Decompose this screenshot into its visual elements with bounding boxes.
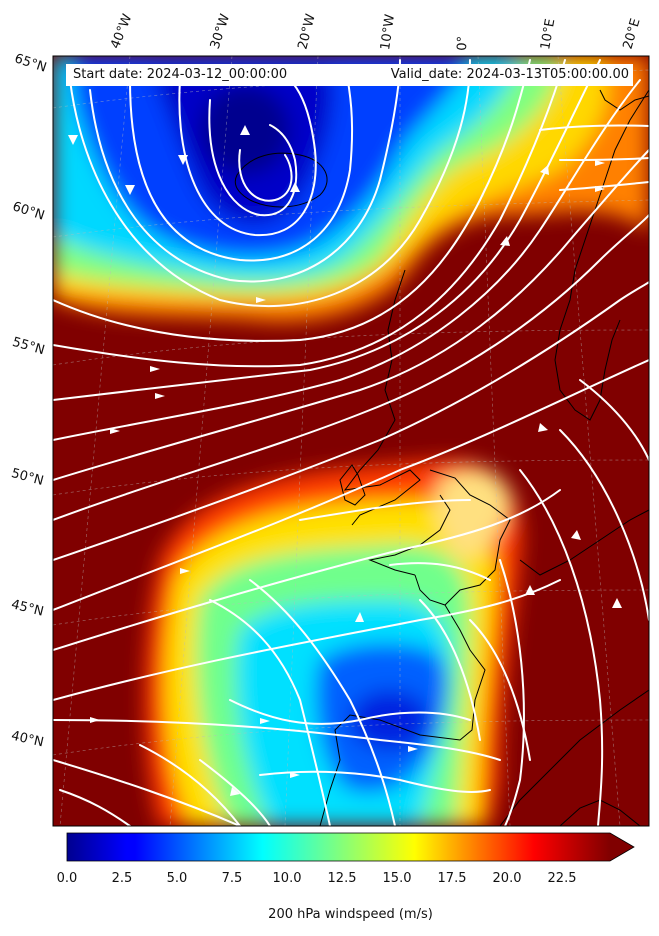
colorbar-tick: 12.5: [327, 871, 357, 886]
colorbar: [66, 832, 635, 862]
colorbar-tick: 0.0: [56, 871, 78, 886]
windspeed-field: [53, 56, 649, 826]
streamline-arrows: [68, 125, 622, 796]
colorbar-tick: 5.0: [166, 871, 188, 886]
map-header: Start date: 2024-03-12_00:00:00 Valid_da…: [66, 64, 633, 86]
valid-date-label: Valid_date: 2024-03-13T05:00:00.00: [390, 67, 629, 82]
map-frame: [52, 55, 650, 827]
colorbar-tick: 7.5: [221, 871, 243, 886]
colorbar-tick: 15.0: [382, 871, 412, 886]
streamlines: [53, 59, 649, 826]
colorbar-tick: 17.5: [437, 871, 467, 886]
colorbar-tick: 22.5: [547, 871, 577, 886]
colorbar-tick: 2.5: [111, 871, 133, 886]
colorbar-tick: 10.0: [272, 871, 302, 886]
graticule: [53, 56, 649, 826]
colorbar-label: 200 hPa windspeed (m/s): [268, 907, 433, 922]
lon-label-0: 0°: [455, 35, 471, 51]
coastlines: [234, 89, 649, 826]
colorbar-tick: 20.0: [492, 871, 522, 886]
start-date-label: Start date: 2024-03-12_00:00:00: [73, 67, 288, 82]
